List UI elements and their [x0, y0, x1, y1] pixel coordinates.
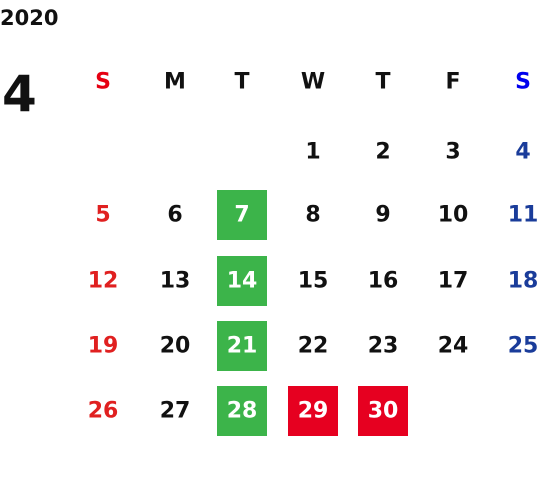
weekday: M	[164, 69, 186, 95]
day: 4	[515, 139, 531, 165]
weekday: S	[95, 69, 111, 95]
day: 11	[507, 202, 539, 228]
day: 14	[226, 268, 258, 294]
weekday: W	[300, 69, 326, 95]
day: 28	[226, 398, 258, 424]
day: 23	[367, 333, 399, 359]
day: 6	[167, 202, 183, 228]
day: 20	[159, 333, 191, 359]
weekday: T	[375, 69, 391, 95]
day: 17	[437, 268, 469, 294]
day: 3	[445, 139, 461, 165]
day-highlight	[217, 321, 267, 371]
day: 1	[305, 139, 321, 165]
weekday: F	[445, 69, 461, 95]
year: 2020	[0, 6, 59, 30]
day: 15	[297, 268, 329, 294]
day: 5	[95, 202, 111, 228]
day: 21	[226, 333, 258, 359]
day: 25	[507, 333, 539, 359]
day-highlight	[358, 386, 408, 436]
weekday: S	[515, 69, 531, 95]
day: 12	[87, 268, 119, 294]
day: 7	[234, 202, 250, 228]
day-highlight	[217, 190, 267, 240]
day: 18	[507, 268, 539, 294]
day: 26	[87, 398, 119, 424]
day-highlight	[288, 386, 338, 436]
day: 27	[159, 398, 191, 424]
day-highlight	[217, 256, 267, 306]
day: 10	[437, 202, 469, 228]
month: 4	[2, 65, 37, 123]
day: 29	[297, 398, 329, 424]
day: 24	[437, 333, 469, 359]
day: 9	[375, 202, 391, 228]
day: 13	[159, 268, 191, 294]
day: 2	[375, 139, 391, 165]
day: 30	[367, 398, 399, 424]
weekday: T	[234, 69, 250, 95]
day-highlight	[217, 386, 267, 436]
day: 8	[305, 202, 321, 228]
day: 19	[87, 333, 119, 359]
day: 16	[367, 268, 399, 294]
day: 22	[297, 333, 329, 359]
